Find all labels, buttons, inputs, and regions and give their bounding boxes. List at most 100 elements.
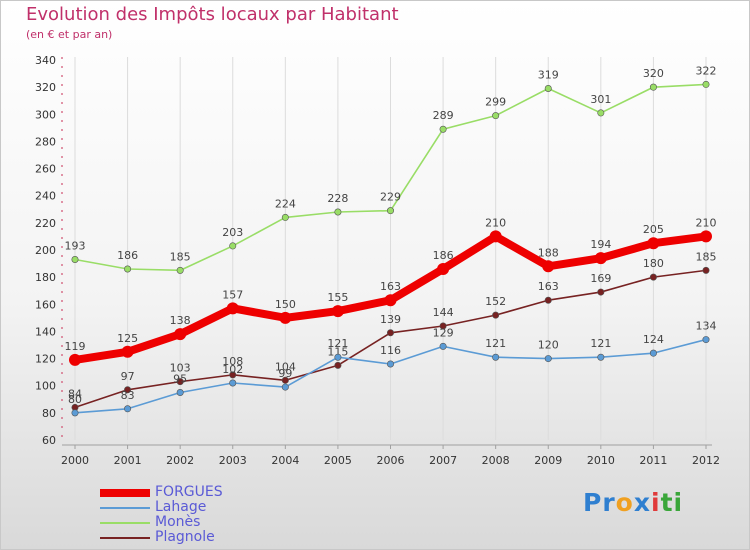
series-forgues: 119 125 138 157 150 155 163 186 210 188 194 205 210	[65, 216, 717, 366]
data-label: 163	[380, 280, 401, 293]
data-label: 121	[590, 337, 611, 350]
data-point	[386, 329, 394, 337]
data-label: 95	[173, 373, 187, 386]
data-label: 163	[538, 280, 559, 293]
data-label: 205	[643, 223, 664, 236]
x-tick-label: 2005	[324, 454, 352, 467]
data-point	[229, 371, 237, 379]
data-label: 80	[68, 393, 82, 406]
data-label: 108	[222, 355, 243, 368]
data-point	[542, 260, 555, 273]
data-point	[386, 360, 394, 368]
data-point	[71, 409, 79, 417]
y-tick-label: 140	[35, 325, 56, 338]
data-point	[439, 125, 447, 133]
data-point	[597, 288, 605, 296]
x-tick-label: 2007	[429, 454, 457, 467]
data-point	[384, 294, 397, 307]
chart-title: Evolution des Impôts locaux par Habitant	[26, 4, 399, 25]
data-label: 186	[433, 249, 454, 262]
series-monès: 193 186 185 203 224 228 229 289 299 319 301 320 322	[65, 64, 717, 274]
data-label: 301	[590, 93, 611, 106]
data-label: 180	[643, 257, 664, 270]
data-point	[176, 378, 184, 386]
data-point	[281, 213, 289, 221]
data-point	[649, 273, 657, 281]
y-tick-label: 120	[35, 353, 56, 366]
data-label: 152	[485, 295, 506, 308]
data-point	[124, 386, 132, 394]
data-label: 119	[65, 340, 86, 353]
data-point	[649, 83, 657, 91]
data-point	[229, 242, 237, 250]
data-label: 320	[643, 67, 664, 80]
data-label: 125	[117, 332, 138, 345]
data-point	[489, 230, 502, 243]
data-point	[597, 109, 605, 117]
legend-label: Plagnole	[155, 529, 215, 545]
y-tick-label: 280	[35, 135, 56, 148]
data-label: 185	[170, 250, 191, 263]
data-point	[492, 311, 500, 319]
data-point	[492, 353, 500, 361]
data-label: 224	[275, 197, 296, 210]
data-point	[331, 305, 344, 318]
data-label: 102	[222, 363, 243, 376]
data-point	[281, 376, 289, 384]
data-label: 319	[538, 69, 559, 82]
data-label: 99	[278, 367, 292, 380]
data-label: 169	[590, 272, 611, 285]
data-point	[174, 328, 187, 341]
data-label: 139	[380, 313, 401, 326]
data-point	[544, 85, 552, 93]
data-point	[281, 383, 289, 391]
data-label: 129	[433, 326, 454, 339]
x-tick-label: 2009	[534, 454, 562, 467]
data-point	[334, 361, 342, 369]
data-label: 210	[485, 216, 506, 229]
data-point	[437, 263, 450, 275]
data-point	[439, 342, 447, 350]
proxiti-logo: Proxiti	[583, 488, 683, 517]
x-tick-label: 2006	[377, 454, 405, 467]
y-tick-label: 180	[35, 271, 56, 284]
data-label: 124	[643, 333, 664, 346]
data-label: 186	[117, 249, 138, 262]
data-point	[647, 237, 660, 250]
y-tick-label: 80	[42, 407, 56, 420]
y-tick-label: 260	[35, 163, 56, 176]
data-point	[176, 388, 184, 396]
data-point	[439, 322, 447, 330]
chart-legend: FORGUES Lahage Monès Plagnole	[100, 484, 300, 545]
data-label: 194	[590, 238, 611, 251]
legend-item: Plagnole	[100, 529, 300, 545]
logo-letter: r	[602, 488, 616, 517]
data-label: 229	[380, 191, 401, 204]
data-point	[492, 112, 500, 120]
legend-label: Lahage	[155, 499, 207, 515]
data-point	[334, 353, 342, 361]
data-point	[226, 302, 239, 315]
y-tick-label: 340	[35, 54, 56, 67]
y-tick-label: 220	[35, 217, 56, 230]
data-point	[544, 296, 552, 304]
data-point	[702, 336, 710, 344]
chart-subtitle: (en € et par an)	[26, 28, 113, 41]
data-point	[124, 265, 132, 273]
data-label: 322	[696, 64, 717, 77]
data-label: 104	[275, 360, 296, 373]
x-tick-label: 2012	[692, 454, 720, 467]
data-label: 203	[222, 226, 243, 239]
data-label: 138	[170, 314, 191, 327]
data-point	[334, 208, 342, 216]
data-point	[229, 379, 237, 387]
data-label: 299	[485, 96, 506, 109]
data-label: 120	[538, 339, 559, 352]
y-tick-label: 320	[35, 81, 56, 94]
legend-label: FORGUES	[155, 484, 223, 500]
y-tick-label: 300	[35, 108, 56, 121]
data-label: 188	[538, 246, 559, 259]
data-label: 193	[65, 240, 86, 253]
data-label: 121	[327, 337, 348, 350]
